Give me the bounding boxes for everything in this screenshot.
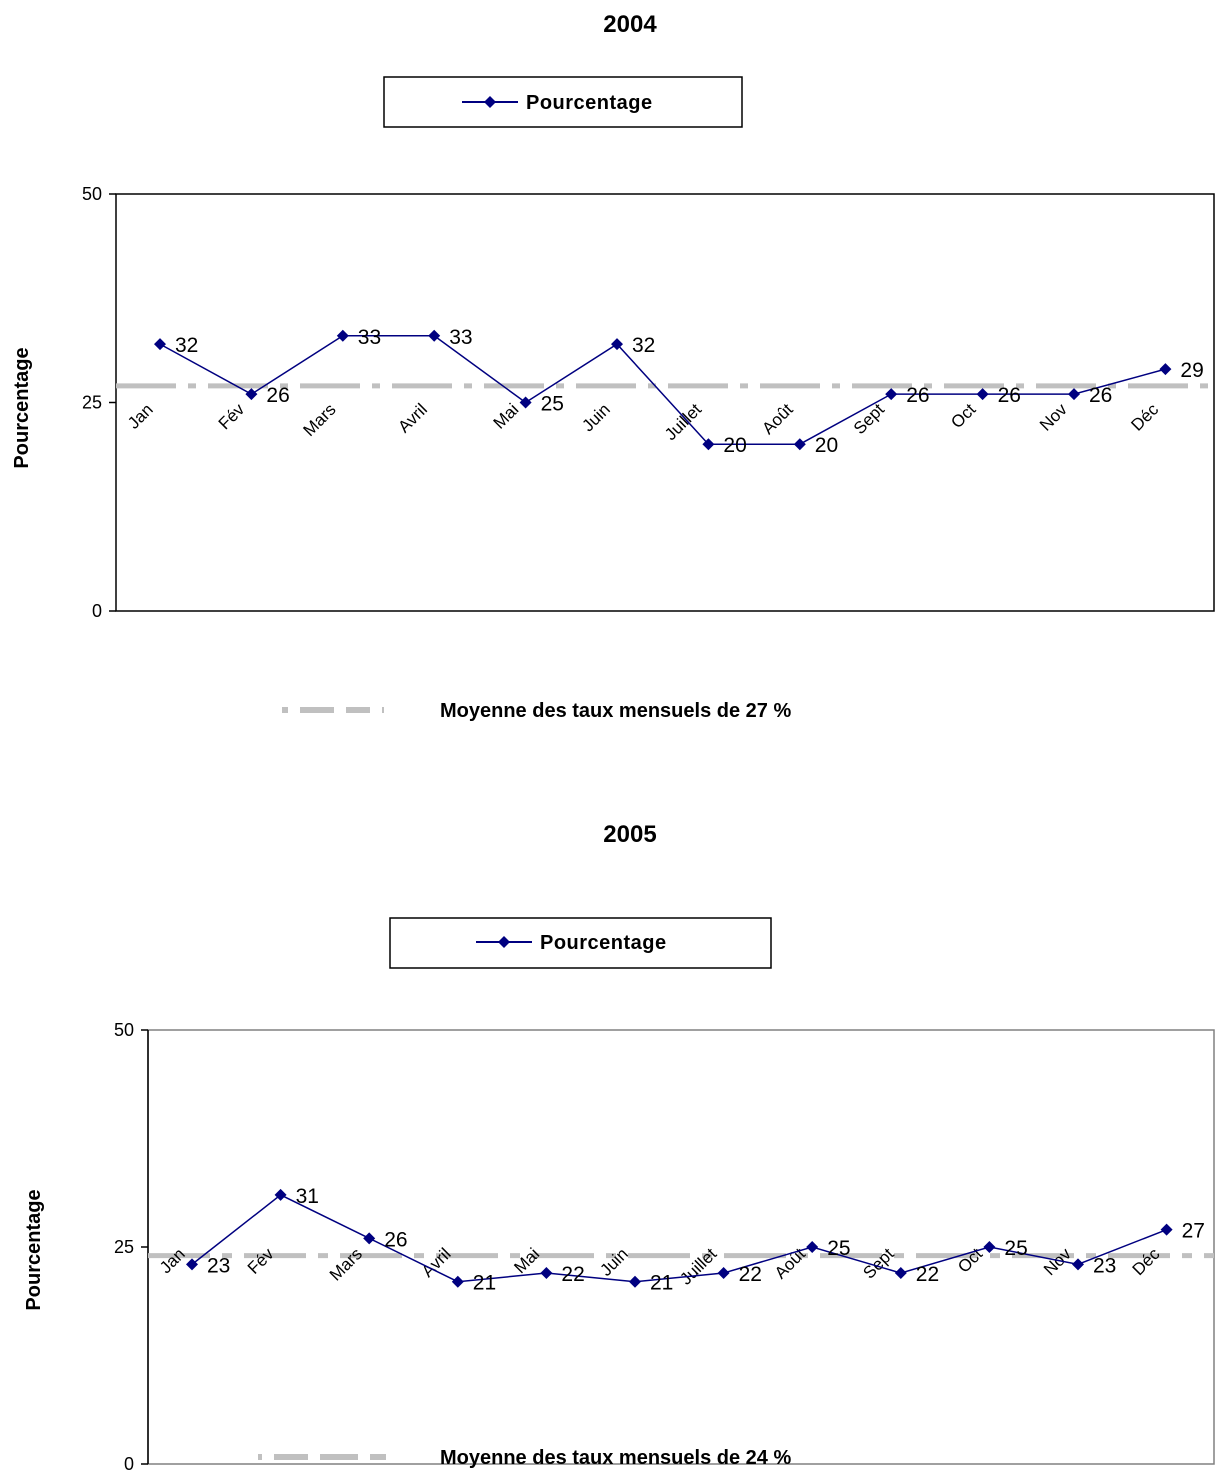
legend-marker-icon xyxy=(484,96,496,108)
y-tick-label: 0 xyxy=(92,601,102,621)
x-tick-label: Juillet xyxy=(676,1244,720,1288)
x-tick-label: Déc xyxy=(1129,1244,1164,1279)
x-tick-label: Jan xyxy=(124,400,157,433)
y-tick-label: 25 xyxy=(82,393,102,413)
data-label: 29 xyxy=(1180,359,1203,382)
x-tick-label: Fév xyxy=(244,1244,278,1278)
data-point xyxy=(274,1188,287,1201)
data-label: 26 xyxy=(906,384,929,407)
x-tick-label: Mars xyxy=(326,1244,366,1284)
chart-2005: 2005 Pourcentage Pourcentage 0 25 50 Jan Fév… xyxy=(23,821,1215,1473)
data-point xyxy=(885,388,898,401)
x-tick-label: Avril xyxy=(418,1244,455,1281)
data-point xyxy=(186,1258,198,1271)
x-tick-label: Nov xyxy=(1040,1244,1075,1279)
legend-box xyxy=(389,917,772,969)
data-label: 26 xyxy=(998,384,1021,407)
mean-legend-label: Moyenne des taux mensuels de 27 % xyxy=(440,700,791,722)
data-point xyxy=(519,396,532,409)
data-point xyxy=(540,1267,553,1280)
x-tick-label: Août xyxy=(758,400,796,438)
data-label: 32 xyxy=(175,334,198,357)
data-point xyxy=(806,1241,819,1253)
legend-marker-icon xyxy=(498,936,510,948)
data-point xyxy=(1160,1223,1173,1236)
data-point xyxy=(702,438,715,451)
y-tick-label: 50 xyxy=(82,184,102,204)
data-label: 21 xyxy=(650,1272,673,1295)
mean-legend: Moyenne des taux mensuels de 24 % xyxy=(258,1447,791,1469)
data-point xyxy=(1159,363,1172,376)
x-tick-label: Nov xyxy=(1036,400,1071,435)
y-axis-label: Pourcentage xyxy=(23,1189,45,1310)
data-label: 25 xyxy=(827,1237,850,1260)
series-line xyxy=(191,1194,1167,1283)
data-label: 20 xyxy=(723,434,746,457)
chart-title: 2004 xyxy=(603,11,657,38)
data-label: 23 xyxy=(1093,1254,1116,1277)
data-point xyxy=(154,338,166,351)
legend: Pourcentage xyxy=(389,917,772,969)
x-tick-label: Mai xyxy=(510,1244,543,1277)
data-point xyxy=(894,1267,907,1280)
chart-2004: 2004 Pourcentage Pourcentage 0 25 50 Jan Fév… xyxy=(11,11,1215,722)
data-point xyxy=(983,1241,996,1253)
data-point xyxy=(245,388,258,401)
y-tick-label: 0 xyxy=(124,1454,134,1473)
data-point xyxy=(793,438,806,451)
legend-label: Pourcentage xyxy=(540,932,667,954)
data-point xyxy=(976,388,989,401)
x-tick-label: Juin xyxy=(596,1244,631,1279)
data-point xyxy=(451,1275,464,1288)
data-point xyxy=(363,1232,376,1245)
y-tick-label: 50 xyxy=(114,1020,134,1040)
data-point xyxy=(611,338,623,351)
data-point xyxy=(629,1275,641,1288)
mean-legend-label: Moyenne des taux mensuels de 24 % xyxy=(440,1447,791,1469)
mean-legend: Moyenne des taux mensuels de 27 % xyxy=(282,700,791,722)
data-label: 26 xyxy=(1089,384,1112,407)
data-point xyxy=(1068,388,1080,401)
data-label: 22 xyxy=(561,1263,584,1286)
x-tick-label: Juin xyxy=(578,400,613,435)
x-tick-label: Mai xyxy=(490,400,523,433)
legend-label: Pourcentage xyxy=(526,92,653,114)
plot-frame xyxy=(147,1029,1215,1465)
data-label: 26 xyxy=(266,384,289,407)
data-label: 22 xyxy=(916,1263,939,1286)
legend: Pourcentage xyxy=(383,76,743,128)
y-tick-label: 25 xyxy=(114,1237,134,1257)
legend-box xyxy=(383,76,743,128)
data-label: 26 xyxy=(384,1228,407,1251)
data-point xyxy=(336,329,349,342)
data-label: 22 xyxy=(739,1263,762,1286)
data-point xyxy=(717,1267,730,1280)
data-label: 25 xyxy=(541,393,564,416)
data-label: 20 xyxy=(815,434,838,457)
x-tick-label: Oct xyxy=(947,400,979,432)
x-tick-label: Déc xyxy=(1127,400,1162,435)
x-tick-label: Avril xyxy=(394,400,431,437)
data-label: 21 xyxy=(473,1272,496,1295)
x-tick-label: Sept xyxy=(859,1244,897,1282)
x-tick-label: Mars xyxy=(299,400,339,440)
x-tick-label: Fév xyxy=(215,400,249,434)
data-point xyxy=(1072,1258,1084,1271)
chart-title: 2005 xyxy=(603,821,656,848)
data-label: 33 xyxy=(358,326,381,349)
data-label: 23 xyxy=(207,1254,230,1277)
x-tick-label: Juillet xyxy=(661,400,705,444)
data-label: 25 xyxy=(1004,1237,1027,1260)
data-point xyxy=(428,329,441,342)
series-line xyxy=(159,335,1166,445)
x-tick-label: Jan xyxy=(156,1244,189,1277)
data-label: 32 xyxy=(632,334,655,357)
data-label: 27 xyxy=(1182,1220,1205,1243)
y-axis-label: Pourcentage xyxy=(11,347,33,468)
data-label: 33 xyxy=(449,326,472,349)
data-label: 31 xyxy=(296,1185,319,1208)
